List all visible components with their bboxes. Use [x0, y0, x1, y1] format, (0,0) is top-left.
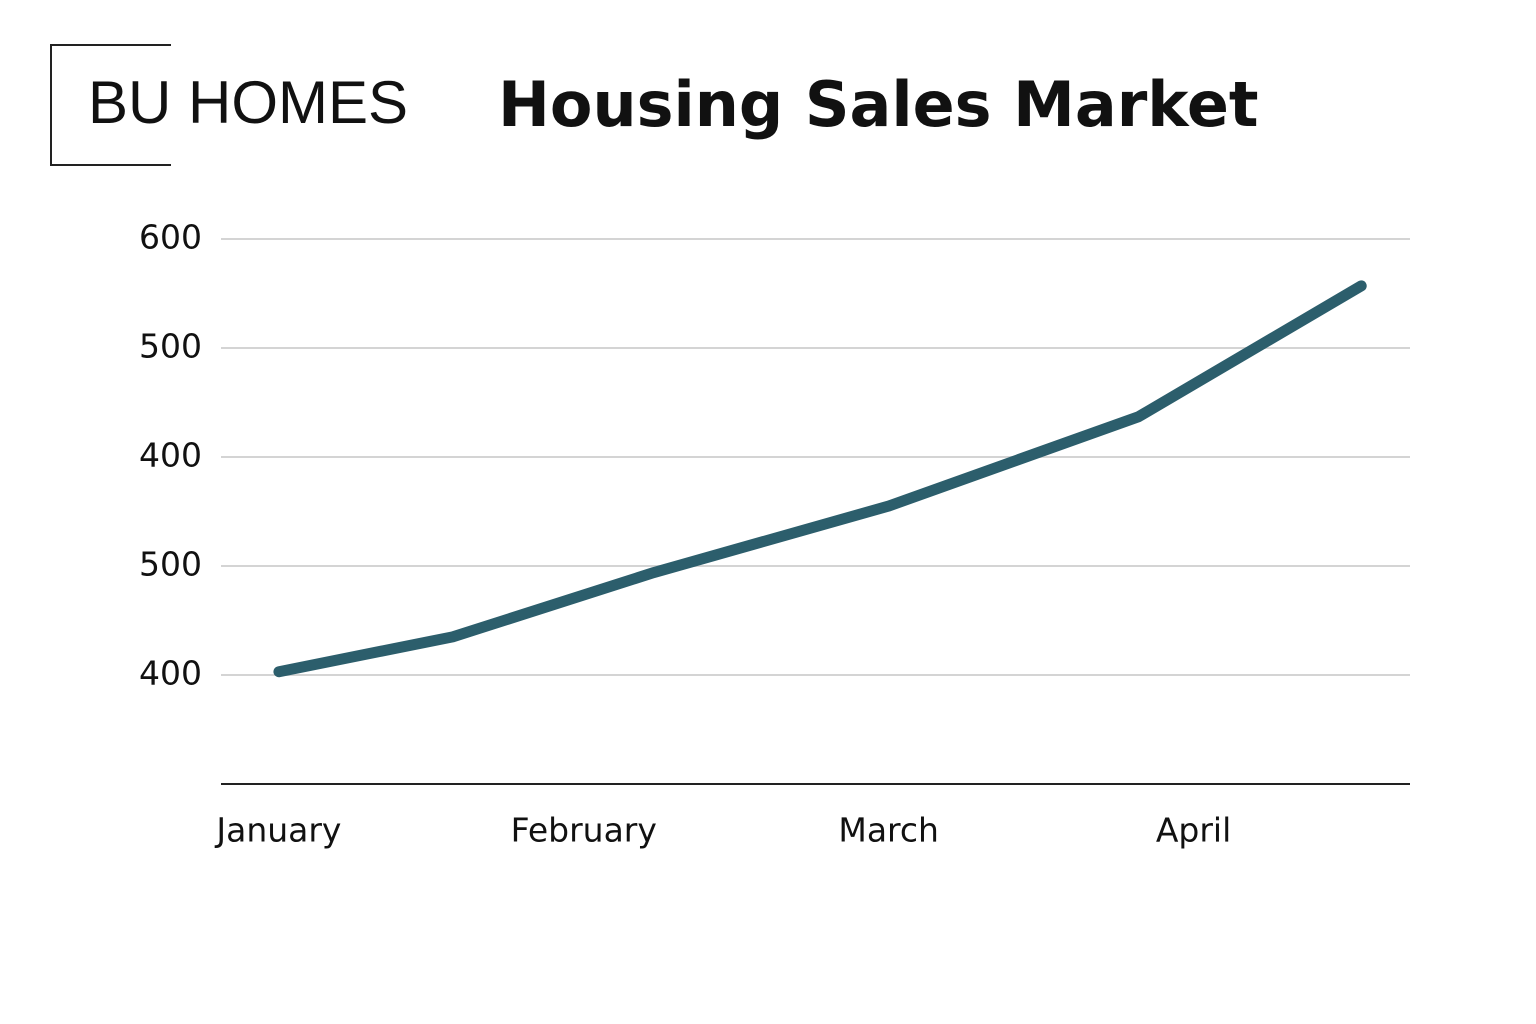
x-tick-label: April [1156, 811, 1231, 850]
y-tick-label: 400 [139, 436, 202, 475]
brand: BU HOMES [88, 69, 408, 136]
y-tick-label: 500 [139, 545, 202, 584]
x-tick-label: March [838, 811, 939, 850]
x-tick-label: February [511, 811, 657, 850]
y-tick-label: 600 [139, 218, 202, 257]
line [273, 280, 1367, 678]
brand-frame [50, 44, 171, 166]
chart-title: Housing Sales Market [498, 68, 1259, 141]
y-tick-label: 400 [139, 654, 202, 693]
y-tick-label: 500 [139, 327, 202, 366]
x-tick-label: January [214, 811, 341, 850]
